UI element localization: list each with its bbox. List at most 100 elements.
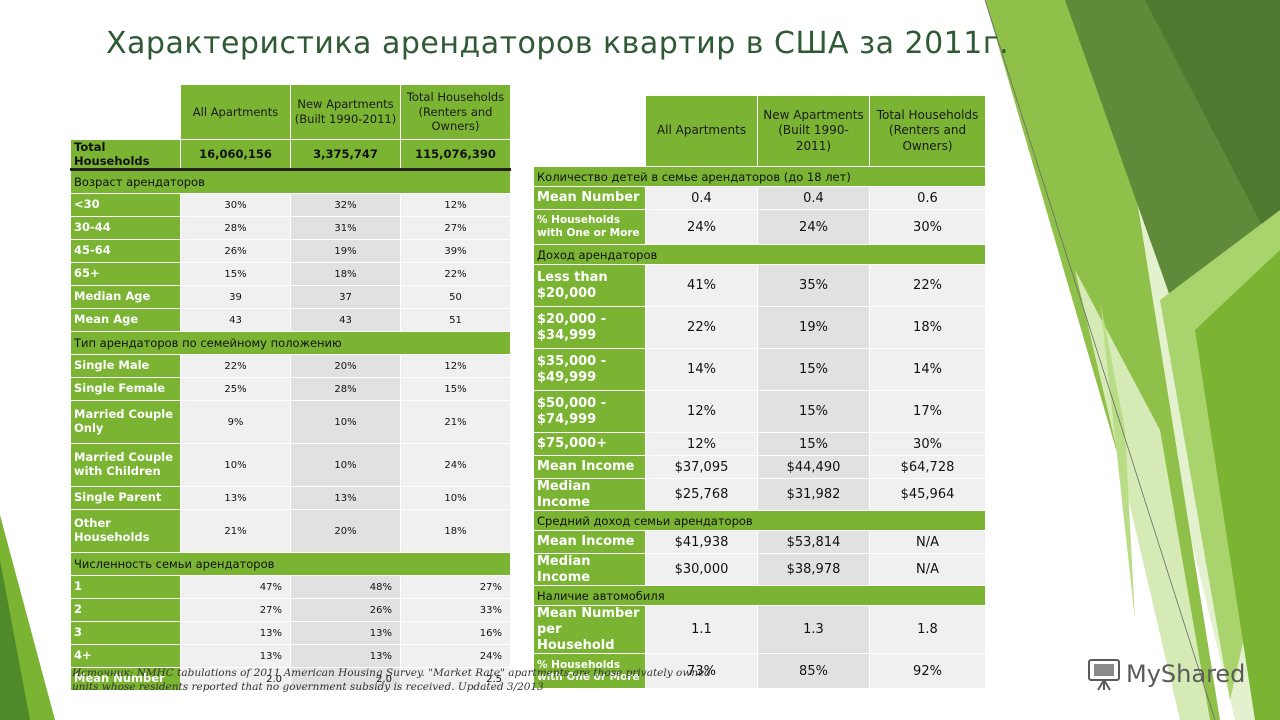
value-cell: 12% [645,432,758,456]
table-row: Single Parent 13% 13% 10% [70,486,511,510]
section-title: Численность семьи арендаторов [70,552,511,576]
table-row: 3 13% 13% 16% [70,621,511,645]
row-label: Single Female [70,377,181,401]
row-label: 1 [70,575,181,599]
value-cell: $31,982 [757,477,870,512]
table-row: Less than $20,000 41% 35% 22% [533,264,986,307]
value-cell: 37 [290,285,401,309]
value-cell: 0.6 [869,186,986,210]
value-cell: 30% [869,432,986,456]
value-cell: 13% [290,644,401,668]
right-table: All Apartments New Apartments (Built 1990… [533,95,986,690]
value-cell: N/A [869,553,986,587]
table-row: % Households with One or More 24% 24% 30% [533,209,986,245]
value-cell: 1.8 [869,605,986,655]
value-cell: 15% [757,348,870,391]
value-cell: 28% [180,216,291,240]
value-cell: 15% [180,262,291,286]
value-cell: $25,768 [645,477,758,512]
total-row: Total Households 16,060,156 3,375,747 115,0… [70,139,511,171]
value-cell: 1.3 [757,605,870,655]
table-row: Median Income $25,768 $31,982 $45,964 [533,477,986,512]
value-cell: 22% [869,264,986,307]
value-cell: 21% [400,400,511,444]
row-label: Married Couple with Children [70,443,181,487]
row-label: 4+ [70,644,181,668]
value-cell: 10% [290,443,401,487]
section-row: Возраст арендаторов [70,169,511,194]
value-cell: 32% [290,193,401,217]
value-cell: 50 [400,285,511,309]
value-cell: 19% [757,306,870,349]
value-cell: 30% [869,209,986,245]
value-cell: 43 [290,308,401,332]
header-row: All Apartments New Apartments (Built 1990… [534,95,986,167]
value-cell: 26% [180,239,291,263]
table-row: $20,000 - $34,999 22% 19% 18% [533,306,986,349]
section-title: Возраст арендаторов [70,169,511,194]
value-cell: $64,728 [869,455,986,479]
value-cell: 33% [400,598,511,622]
row-label: Median Income [533,553,646,587]
table-row: Median Age 39 37 50 [70,285,511,309]
value-cell: 15% [757,432,870,456]
total-value: 16,060,156 [180,139,291,171]
table-row: Mean Number per Household 1.1 1.3 1.8 [533,605,986,655]
value-cell: 2.0 [290,667,401,691]
value-cell: 13% [180,621,291,645]
table-row: 4+ 13% 13% 24% [70,644,511,668]
value-cell: 13% [180,644,291,668]
table-row: 1 47% 48% 27% [70,575,511,599]
row-label: 30-44 [70,216,181,240]
value-cell: 10% [180,443,291,487]
value-cell: 12% [645,390,758,433]
section-row: Доход арендаторов [533,244,986,265]
row-label: Single Parent [70,486,181,510]
value-cell: 20% [290,354,401,378]
value-cell: 9% [180,400,291,444]
value-cell: $37,095 [645,455,758,479]
value-cell: 24% [757,209,870,245]
projector-screen-icon [1088,659,1120,691]
value-cell: 17% [869,390,986,433]
value-cell: 16% [400,621,511,645]
row-label: Median Income [533,477,646,512]
myshared-logo: MyShared [1088,657,1245,691]
table-row: <30 30% 32% 12% [70,193,511,217]
section-title: Наличие автомобиля [533,585,986,607]
value-cell: 27% [400,575,511,599]
row-label: Mean Number [533,186,646,210]
value-cell: 85% [757,653,870,690]
value-cell: $44,490 [757,455,870,479]
row-label: % Households with One or More [533,653,646,690]
table-row: Other Households 21% 20% 18% [70,509,511,553]
value-cell: 10% [290,400,401,444]
section-title: Доход арендаторов [533,244,986,265]
left-table: All Apartments New Apartments (Built 1990… [70,84,511,691]
source-note: Источник: NMHC tabulations of 2011 Ameri… [72,667,712,694]
value-cell: 18% [400,509,511,553]
value-cell: $41,938 [645,530,758,555]
value-cell: 30% [180,193,291,217]
value-cell: 13% [290,621,401,645]
table-row: Mean Age 43 43 51 [70,308,511,332]
value-cell: 12% [400,193,511,217]
column-header: New Apartments (Built 1990-2011) [757,95,870,167]
row-label: Mean Age [70,308,181,332]
table-row: 45-64 26% 19% 39% [70,239,511,263]
value-cell: 21% [180,509,291,553]
row-label: 3 [70,621,181,645]
row-label: $75,000+ [533,432,646,456]
section-row: Средний доход семьи арендаторов [533,510,986,532]
row-label: 45-64 [70,239,181,263]
section-row: Наличие автомобиля [533,585,986,607]
row-label: Mean Income [533,530,646,555]
value-cell: $38,978 [757,553,870,587]
value-cell: 18% [869,306,986,349]
table-row: $35,000 - $49,999 14% 15% 14% [533,348,986,391]
row-label: 2 [70,598,181,622]
value-cell: 24% [645,209,758,245]
value-cell: 27% [400,216,511,240]
column-header: New Apartments (Built 1990-2011) [290,84,401,140]
value-cell: 22% [645,306,758,349]
